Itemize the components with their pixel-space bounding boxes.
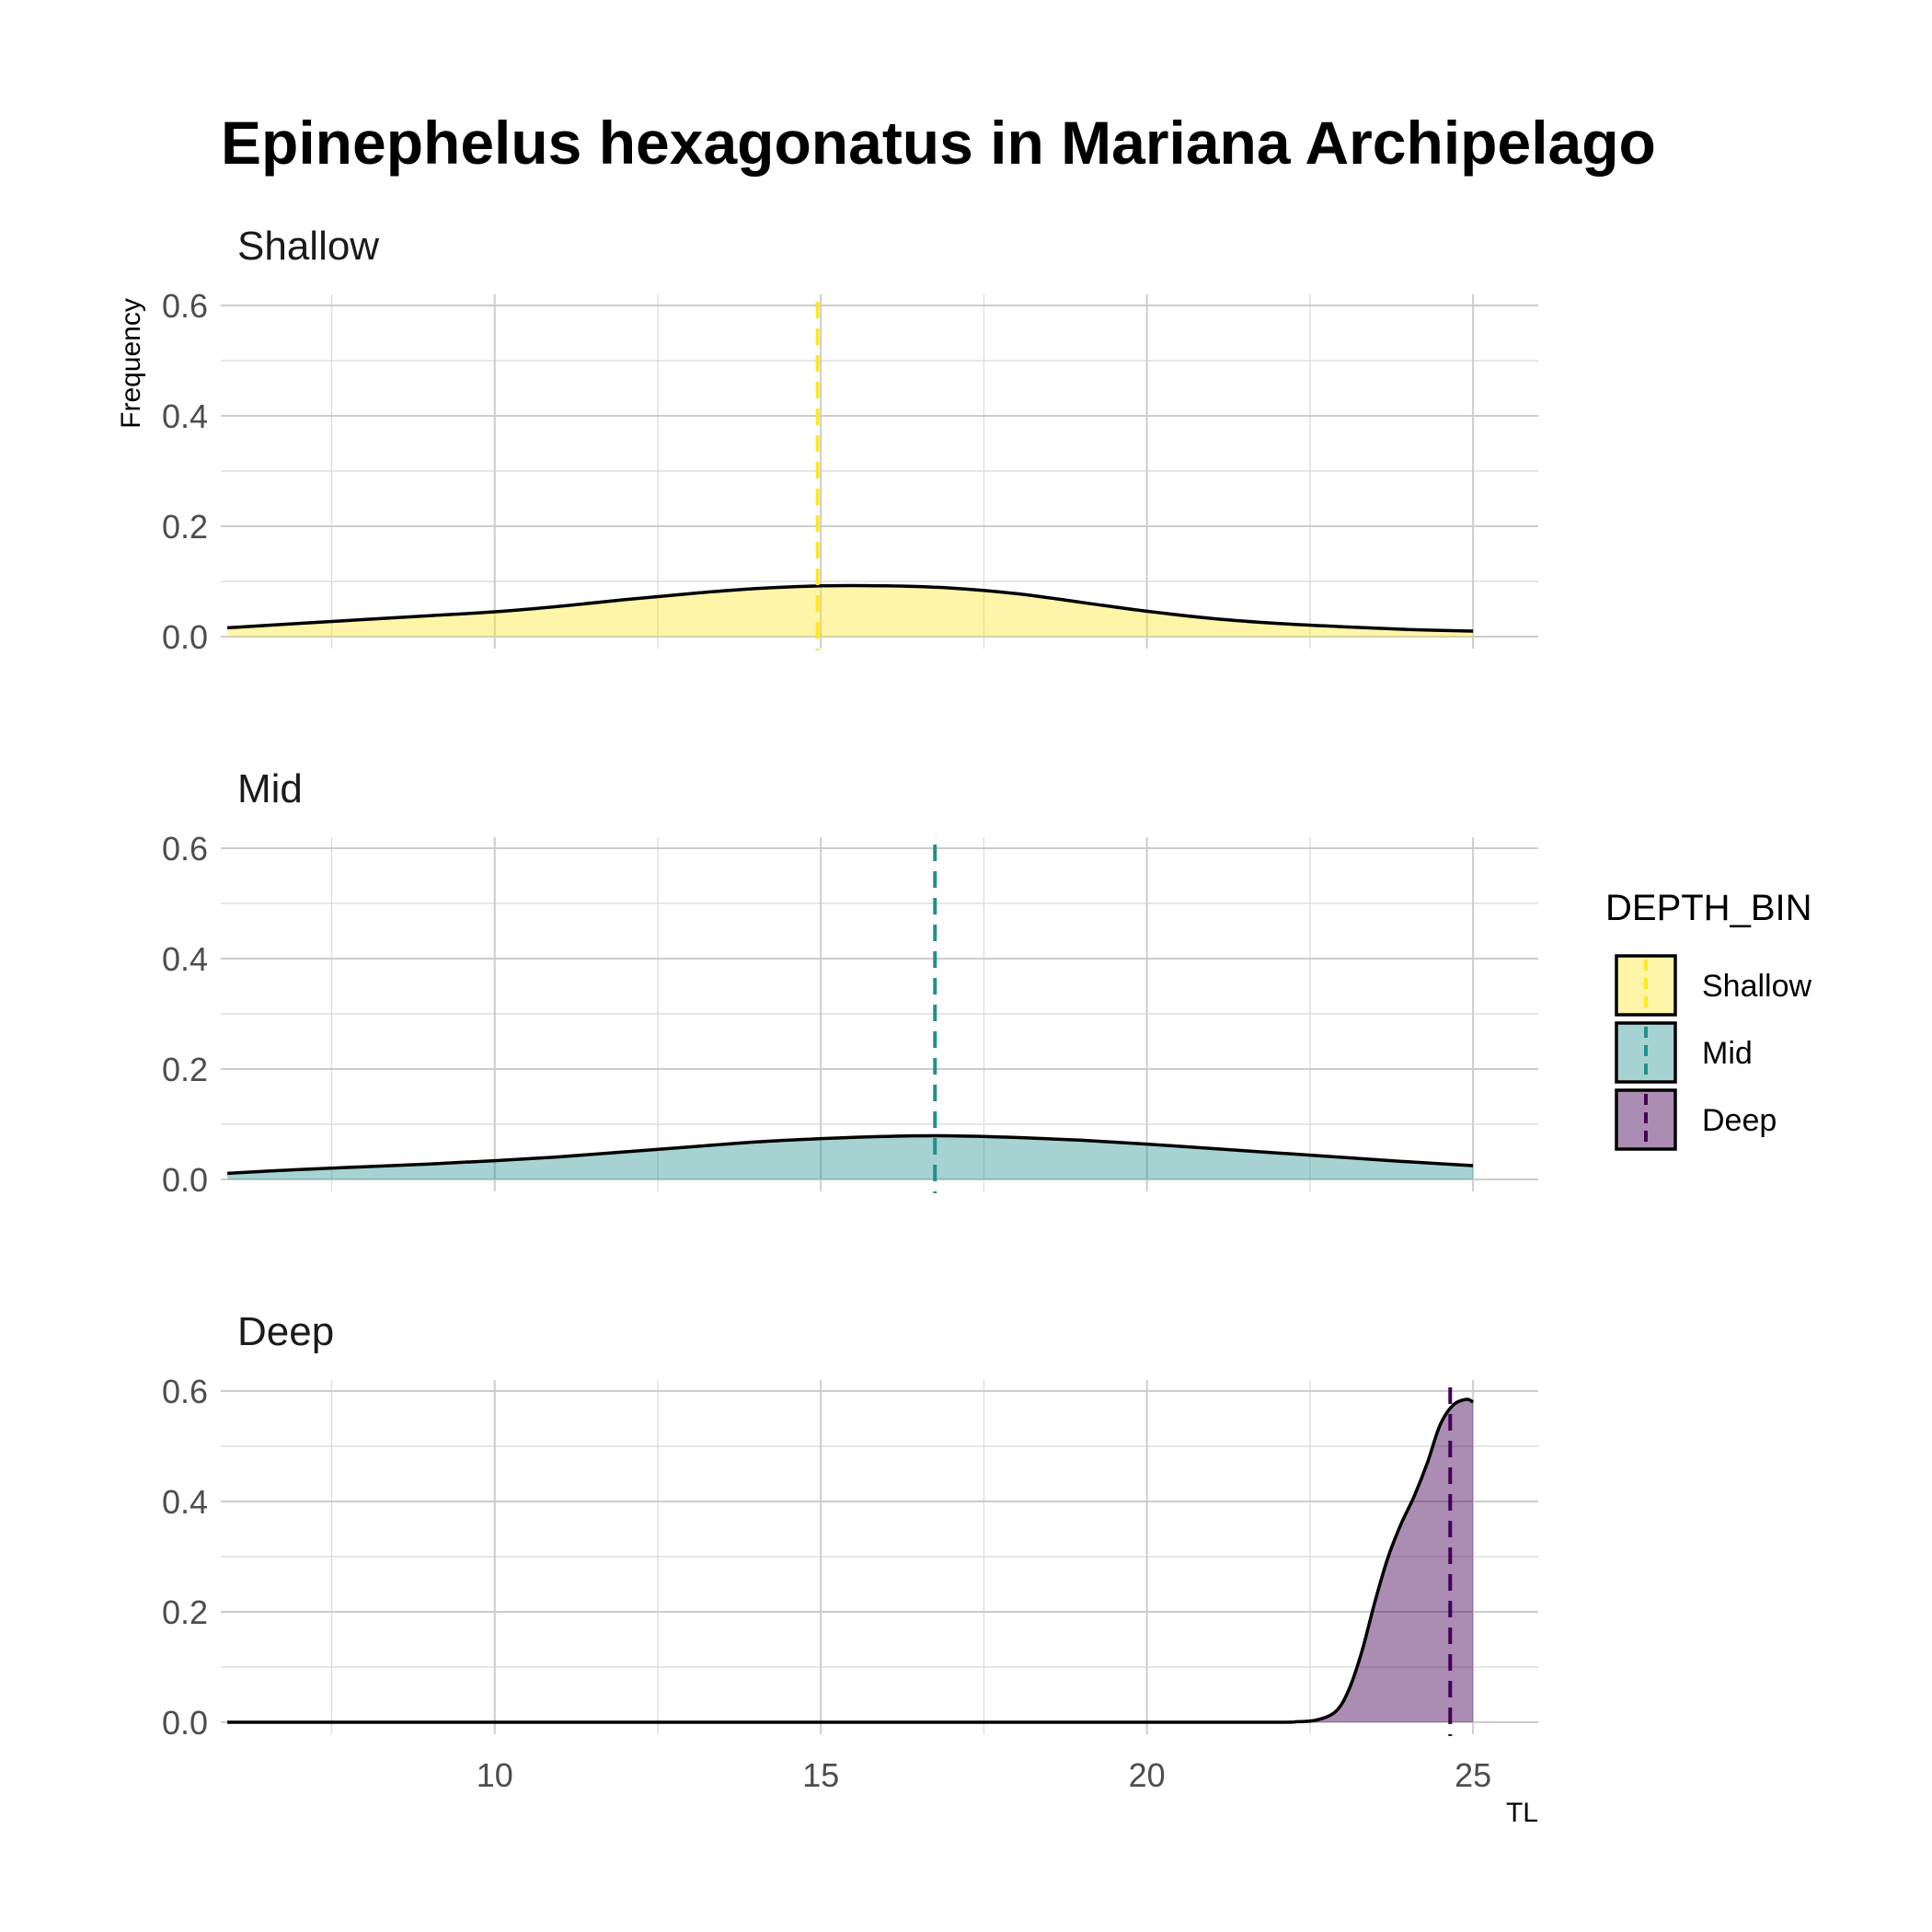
facet-label-shallow: Shallow (237, 224, 379, 269)
x-axis-title: TL (1506, 1798, 1538, 1828)
y-tick-label: 0.0 (162, 618, 208, 656)
legend-label-mid: Mid (1702, 1036, 1753, 1071)
x-axis: 10 15 20 25 (477, 1756, 1491, 1794)
y-tick-label: 0.2 (162, 1051, 208, 1088)
facet-panels: 0.0 0.2 0.4 0.6 Shallow 0.0 0.2 0.4 0.6 Mid 0.0 0.2… (162, 224, 1538, 1742)
density-area-mid (227, 1135, 1474, 1179)
facet-label-deep: Deep (237, 1309, 334, 1354)
x-tick-label: 15 (802, 1756, 839, 1794)
x-tick-label: 10 (477, 1756, 513, 1794)
y-tick-label: 0.0 (162, 1161, 208, 1199)
x-tick-label: 25 (1455, 1756, 1491, 1794)
y-tick-label: 0.4 (162, 1483, 208, 1521)
density-line-deep (227, 1397, 1474, 1724)
facet-label-mid: Mid (237, 766, 303, 811)
x-tick-label: 20 (1129, 1756, 1166, 1794)
y-tick-label: 0.4 (162, 397, 208, 435)
legend-key-deep (1615, 1088, 1677, 1151)
chart-title: Epinephelus hexagonatus in Mariana Archi… (221, 109, 1656, 177)
facet-panel-deep: 0.0 0.2 0.4 0.6 Deep (162, 1309, 1538, 1742)
legend: DEPTH_BIN Shallow Mid Deep (1605, 888, 1812, 1151)
legend-label-deep: Deep (1702, 1103, 1777, 1138)
y-tick-label: 0.6 (162, 1373, 208, 1410)
density-area-deep (227, 1399, 1474, 1722)
legend-key-shallow (1615, 954, 1677, 1017)
density-line-mid (227, 1133, 1474, 1176)
y-tick-label: 0.6 (162, 287, 208, 325)
y-tick-label: 0.2 (162, 508, 208, 546)
facet-panel-shallow: 0.0 0.2 0.4 0.6 Shallow (162, 224, 1538, 656)
legend-title: DEPTH_BIN (1605, 888, 1812, 928)
facet-panel-mid: 0.0 0.2 0.4 0.6 Mid (162, 766, 1538, 1199)
legend-label-shallow: Shallow (1702, 969, 1812, 1004)
y-tick-label: 0.6 (162, 830, 208, 868)
density-line-shallow (226, 583, 1474, 633)
density-area-shallow (227, 585, 1474, 637)
y-tick-label: 0.0 (162, 1704, 208, 1742)
y-axis-title: Frequency (116, 298, 146, 429)
y-tick-label: 0.4 (162, 940, 208, 978)
legend-key-mid (1615, 1021, 1677, 1084)
y-tick-label: 0.2 (162, 1593, 208, 1631)
